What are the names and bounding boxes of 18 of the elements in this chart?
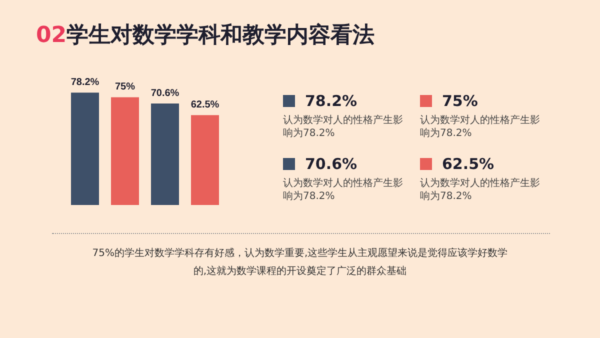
text: 认为数学对人的性格产生影响为78.2% [283, 114, 404, 140]
data-label: 75% [114, 82, 136, 93]
text: 75%的学生对数学学科存有好感，认为数学重要,这些学生从主观愿望来说是觉得应该学好数学的,这就为数学课程的开设奠定了广泛的群众基础 [91, 246, 509, 279]
bar [111, 97, 139, 205]
text: 认为数学对人的性格产生影响为78.2% [283, 177, 404, 203]
bar [71, 92, 99, 205]
chart-title: 02学生对数学学科和教学内容看法 [36, 22, 375, 50]
data-label: 78.2% [70, 77, 100, 88]
text: 75% [442, 92, 478, 110]
data-label: 62.5% [190, 100, 220, 111]
bar [191, 115, 219, 205]
data-label: 70.6% [150, 88, 180, 100]
text: 78.2% [305, 92, 358, 110]
text: 62.5% [442, 155, 494, 173]
bar [151, 104, 179, 205]
text: 认为数学对人的性格产生影响为78.2% [420, 114, 541, 140]
text: 70.6% [305, 155, 358, 173]
text: 认为数学对人的性格产生影响为78.2% [420, 177, 541, 203]
